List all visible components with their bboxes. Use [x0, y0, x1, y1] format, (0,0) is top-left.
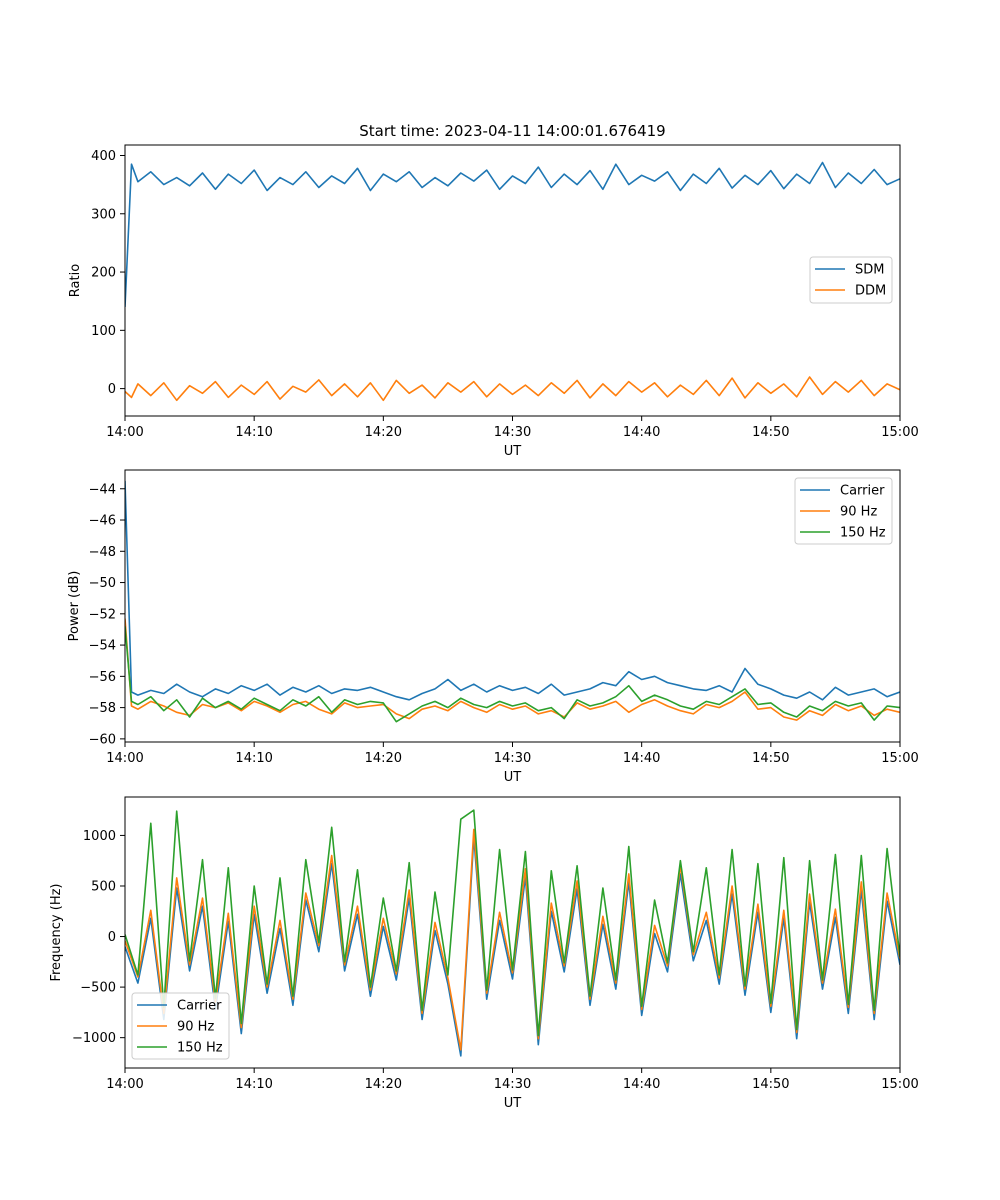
series-group — [125, 161, 900, 402]
x-tick-label: 15:00 — [881, 425, 918, 440]
x-tick-label: 14:50 — [752, 1077, 789, 1092]
x-tick-label: 14:00 — [106, 751, 143, 766]
legend-label: 90 Hz — [840, 505, 877, 520]
legend-label: 150 Hz — [840, 526, 886, 541]
chart-panel-2: 14:00 14:10 14:20 14:30 14:40 14:50 15:00 −44 −4… — [67, 469, 919, 785]
y-tick-label: −56 — [89, 670, 116, 685]
x-tick-label: 14:10 — [235, 751, 272, 766]
legend: Carrier 90 Hz 150 Hz — [131, 992, 230, 1060]
legend-label: 150 Hz — [177, 1041, 223, 1056]
y-axis-label: Frequency (Hz) — [49, 883, 64, 981]
x-tick-label: 15:00 — [881, 751, 918, 766]
x-axis-label: UT — [504, 444, 522, 459]
y-tick-label: −44 — [89, 482, 116, 497]
x-tick-label: 14:50 — [752, 425, 789, 440]
y-tick-label: −58 — [89, 701, 116, 716]
y-tick-label: 1000 — [83, 829, 116, 844]
x-tick-label: 14:40 — [623, 425, 660, 440]
legend-box — [794, 477, 893, 545]
y-axis-label: Power (dB) — [67, 571, 82, 642]
plot-area — [125, 470, 900, 742]
y-tick-label: −1000 — [72, 1031, 116, 1046]
y-tick-label: −46 — [89, 514, 116, 529]
plot-area — [125, 797, 900, 1068]
series-line-carrier — [125, 480, 900, 701]
legend: Carrier 90 Hz 150 Hz — [794, 477, 893, 545]
series-line-90-hz — [125, 618, 900, 721]
y-tick-label: 400 — [91, 149, 116, 164]
x-tick-label: 14:40 — [623, 1077, 660, 1092]
legend-label: DDM — [855, 284, 886, 299]
x-tick-label: 14:40 — [623, 751, 660, 766]
series-line-sdm — [125, 161, 900, 308]
chart-panel-3: 14:00 14:10 14:20 14:30 14:40 14:50 15:00 1000 5… — [49, 796, 919, 1111]
y-tick-label: −48 — [89, 545, 116, 560]
chart-title: Start time: 2023-04-11 14:00:01.676419 — [359, 122, 665, 140]
x-tick-label: 14:20 — [365, 1077, 402, 1092]
x-tick-label: 14:30 — [494, 751, 531, 766]
y-tick-label: 0 — [108, 382, 116, 397]
legend-box — [131, 992, 230, 1060]
series-line-150-hz — [125, 626, 900, 723]
y-tick-label: −50 — [89, 576, 116, 591]
series-line-ddm — [125, 376, 900, 402]
y-tick-label: 500 — [91, 879, 116, 894]
y-tick-label: −60 — [89, 732, 116, 747]
legend-label: Carrier — [840, 484, 885, 499]
x-tick-label: 14:20 — [365, 751, 402, 766]
legend-label: 90 Hz — [177, 1020, 214, 1035]
y-tick-label: −52 — [89, 607, 116, 622]
y-tick-label: −54 — [89, 639, 116, 654]
legend-label: Carrier — [177, 999, 222, 1014]
plot-area — [125, 145, 900, 416]
chart-panel-1: 14:00 14:10 14:20 14:30 14:40 14:50 15:00 400 30… — [68, 122, 919, 459]
x-tick-label: 15:00 — [881, 1077, 918, 1092]
x-axis-label: UT — [504, 770, 522, 785]
x-axis-label: UT — [504, 1096, 522, 1111]
x-tick-label: 14:30 — [494, 1077, 531, 1092]
y-tick-label: 100 — [91, 324, 116, 339]
y-tick-label: 200 — [91, 266, 116, 281]
x-tick-label: 14:30 — [494, 425, 531, 440]
legend-label: SDM — [855, 263, 884, 278]
x-tick-label: 14:00 — [106, 425, 143, 440]
series-line-150-hz — [125, 809, 900, 1037]
legend: SDM DDM — [809, 256, 893, 304]
series-group — [125, 480, 900, 723]
x-tick-label: 14:50 — [752, 751, 789, 766]
x-tick-label: 14:00 — [106, 1077, 143, 1092]
y-tick-label: −500 — [80, 981, 116, 996]
x-tick-label: 14:20 — [365, 425, 402, 440]
y-tick-label: 0 — [108, 930, 116, 945]
x-tick-label: 14:10 — [235, 425, 272, 440]
series-group — [125, 809, 900, 1057]
y-axis-label: Ratio — [68, 264, 83, 297]
y-tick-label: 300 — [91, 207, 116, 222]
x-tick-label: 14:10 — [235, 1077, 272, 1092]
series-line-90-hz — [125, 828, 900, 1051]
series-line-carrier — [125, 836, 900, 1057]
